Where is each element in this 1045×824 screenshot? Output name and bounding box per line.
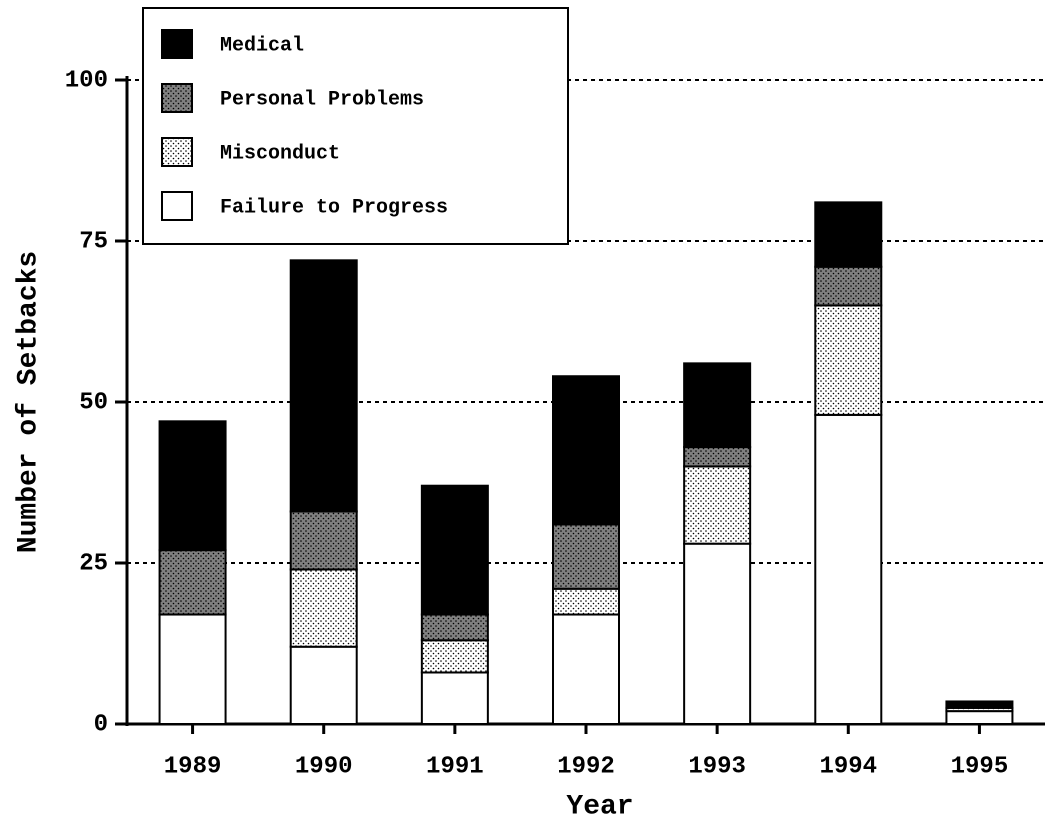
bar-segment [814,201,883,268]
x-tick-label: 1995 [951,753,1009,780]
legend: Medical Personal Problems Misconduct Failur… [142,7,569,245]
bar-segment [683,542,752,725]
bar-segment [814,304,883,416]
bar-segment [945,700,1014,709]
x-tick-label: 1991 [426,753,484,780]
bar-segment [552,523,620,590]
bar-segment [945,710,1014,725]
bar-segment [552,587,620,616]
y-tick-label: 50 [79,389,108,416]
bar-segment [420,639,489,674]
bar-segment [289,568,358,648]
bar-segment [552,613,620,726]
bar-segment [420,671,489,725]
legend-swatch [161,191,193,221]
legend-label: Misconduct [220,142,340,165]
legend-label: Failure to Progress [220,196,448,219]
bar-segment [289,510,358,571]
x-tick-label: 1994 [819,753,877,780]
x-tick-label: 1992 [557,753,615,780]
bar-segment [420,613,489,642]
legend-label: Personal Problems [220,88,424,111]
y-axis-title: Number of Setbacks [13,251,44,553]
legend-swatch [161,83,193,113]
x-tick-label: 1989 [164,753,222,780]
bar-segment [158,613,227,726]
bar-segment [552,375,620,526]
bar-segment [158,420,227,552]
bar-segment [420,484,489,616]
y-tick-label: 75 [79,228,108,255]
bar-segment [683,362,752,449]
y-tick-label: 100 [65,67,108,94]
bar-segment [683,446,752,468]
bar-segment [289,645,358,725]
x-tick-label: 1990 [295,753,353,780]
bar-segment [158,549,227,616]
legend-label: Medical [220,34,304,57]
legend-box [142,7,569,245]
legend-swatch [161,29,193,59]
x-tick-label: 1993 [688,753,746,780]
x-axis-title: Year [566,791,633,822]
bar-segment [289,259,358,513]
legend-swatch [161,137,193,167]
bar-segment [814,413,883,725]
bar-segment [683,465,752,545]
y-tick-label: 25 [79,550,108,577]
bar-segment [814,265,883,307]
y-tick-label: 0 [94,711,108,738]
